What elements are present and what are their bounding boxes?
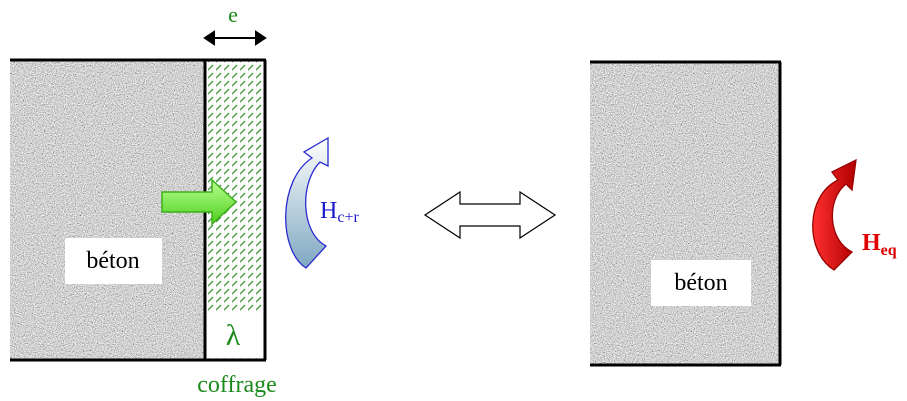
concrete-block (590, 62, 780, 365)
coefficient: Hc+r (320, 198, 359, 226)
label-box (651, 260, 751, 306)
equivalence-arrow (423, 190, 557, 240)
symbol: H (320, 198, 337, 224)
symbol: H (862, 230, 881, 256)
outline (590, 60, 782, 367)
formwork-label: coffrage (197, 372, 277, 398)
concrete-label: béton (674, 270, 727, 296)
thickness-label: e (228, 2, 238, 27)
subscript: eq (881, 242, 897, 259)
thickness-arrow (203, 30, 267, 46)
coefficient: Heq (862, 230, 897, 259)
heat-flow-arrow (161, 178, 238, 226)
subscript: c+r (337, 209, 359, 226)
label-box (65, 238, 162, 284)
lambda-box (207, 312, 263, 358)
conductivity-label: λ (226, 319, 241, 352)
exchange-arrow (812, 158, 857, 271)
exchange-arrow (285, 136, 329, 269)
concrete-label: béton (86, 248, 139, 274)
